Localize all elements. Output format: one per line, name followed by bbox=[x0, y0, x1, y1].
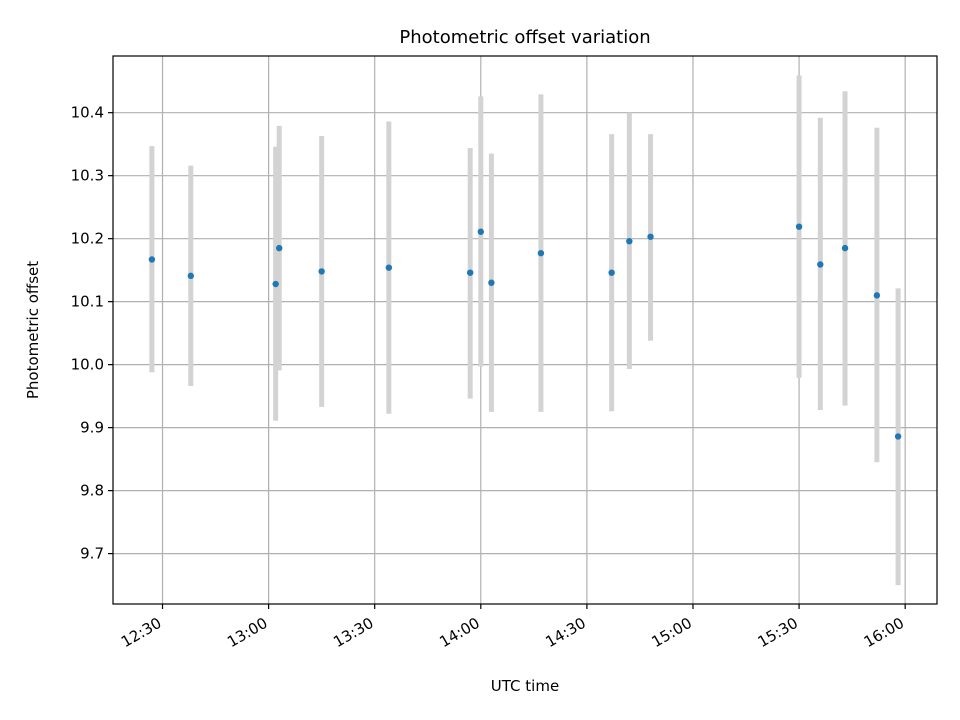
y-tick-label: 10.1 bbox=[71, 293, 104, 311]
chart-title: Photometric offset variation bbox=[399, 27, 650, 48]
plot-frame bbox=[112, 55, 938, 605]
y-tick-label: 10.4 bbox=[71, 104, 104, 122]
data-point bbox=[841, 244, 849, 252]
y-axis-label: Photometric offset bbox=[24, 261, 42, 399]
data-point bbox=[488, 279, 495, 286]
data-point bbox=[148, 256, 156, 263]
y-tick-label: 9.7 bbox=[80, 545, 104, 563]
data-point bbox=[894, 433, 902, 440]
data-point bbox=[817, 261, 824, 268]
y-tick-label: 9.8 bbox=[80, 482, 104, 500]
y-tick-label: 9.9 bbox=[80, 419, 104, 437]
x-axis-label: UTC time bbox=[491, 677, 559, 695]
y-tick-label: 10.3 bbox=[71, 167, 104, 185]
y-tick-label: 10.0 bbox=[71, 356, 104, 374]
y-axis-ticks: 9.7 9.8 9.9 10.0 10.1 10.2 10.3 10.4 bbox=[71, 104, 113, 563]
data-point bbox=[187, 272, 195, 280]
data-point bbox=[466, 269, 474, 276]
data-point bbox=[873, 292, 881, 299]
data-point bbox=[647, 233, 654, 240]
data-point bbox=[626, 237, 633, 245]
data-point bbox=[477, 228, 484, 235]
data-points bbox=[148, 223, 902, 440]
data-point bbox=[537, 249, 545, 257]
grid-lines bbox=[113, 56, 937, 604]
data-point bbox=[276, 244, 283, 252]
y-tick-label: 10.2 bbox=[71, 230, 104, 248]
data-point bbox=[318, 268, 325, 275]
data-point bbox=[795, 223, 803, 230]
data-point bbox=[608, 269, 615, 276]
data-point bbox=[272, 280, 279, 288]
data-point bbox=[385, 264, 393, 271]
